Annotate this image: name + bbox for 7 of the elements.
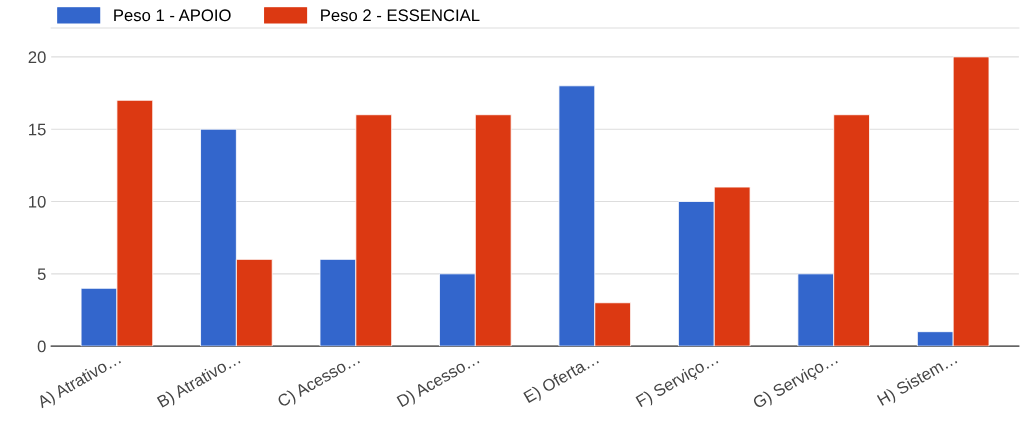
- legend-label: Peso 2 - ESSENCIAL: [321, 9, 480, 22]
- legend-label: Peso 1 - APOIO: [114, 9, 231, 22]
- y-tick-label: 20: [28, 51, 46, 64]
- y-tick-label: 5: [37, 268, 46, 281]
- y-tick-label: 10: [29, 195, 46, 208]
- y-tick-label: 15: [29, 123, 46, 136]
- y-tick-label: 0: [37, 340, 46, 353]
